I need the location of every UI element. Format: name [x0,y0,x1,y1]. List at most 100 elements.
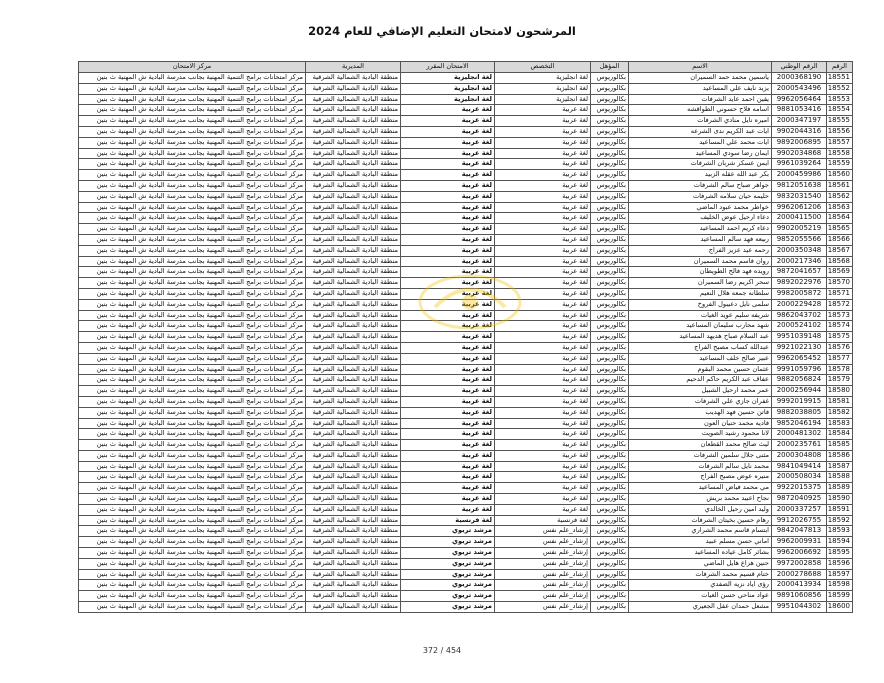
candidate-name-cell: حليمه حيان سلامه الشرفات [628,190,772,203]
exam-center-cell: مركز امتحانات برامج التنمية المهنية بجان… [78,212,306,225]
assigned-exam-cell: لغة انجليزية [400,72,495,84]
assigned-exam-cell: لغة عربية [400,320,495,333]
candidate-name-cell: ختام قسيم محمد الشرفات [628,568,772,581]
row-number-cell: 18591 [826,503,853,516]
qualification-cell: بكالوريوس [590,201,629,214]
candidate-name-cell: دعاء كريم احمد المساعيد [628,223,772,235]
assigned-exam-cell: لغة عربية [400,460,495,473]
qualification-cell: بكالوريوس [590,82,629,95]
assigned-exam-cell: لغة عربية [400,471,495,484]
table-row: 18565 9902005219 دعاء كريم احمد المساعيد بك… [78,223,853,235]
exam-center-cell: مركز امتحانات برامج التنمية المهنية بجان… [78,147,306,160]
qualification-cell: بكالوريوس [590,104,629,117]
exam-center-cell: مركز امتحانات برامج التنمية المهنية بجان… [78,352,306,365]
directorate-cell: منطقة البادية الشمالية الشرقية [305,331,401,343]
assigned-exam-cell: لغة عربية [400,244,495,257]
assigned-exam-cell: لغة عربية [400,417,495,430]
directorate-cell: منطقة البادية الشمالية الشرقية [305,352,401,365]
directorate-cell: منطقة البادية الشمالية الشرقية [305,169,401,181]
qualification-cell: بكالوريوس [590,115,629,127]
exam-center-cell: مركز امتحانات برامج التنمية المهنية بجان… [78,590,306,603]
specialization-cell: لغة عربية [494,352,591,365]
exam-center-cell: مركز امتحانات برامج التنمية المهنية بجان… [78,320,306,333]
qualification-cell: بكالوريوس [590,320,629,333]
qualification-cell: بكالوريوس [590,169,629,181]
qualification-cell: بكالوريوس [590,125,629,138]
directorate-cell: منطقة البادية الشمالية الشرقية [305,201,401,214]
specialization-cell: لغة عربية [494,374,591,387]
directorate-cell: منطقة البادية الشمالية الشرقية [305,244,401,257]
table-row: 18552 2000543496 يزيد نايف علي المساعيد بكا… [78,82,853,95]
candidate-name-cell: اميره نايل منادي الشرفات [628,115,772,127]
directorate-cell: منطقة البادية الشمالية الشرقية [305,547,401,559]
table-row: 18564 2000411500 دعاء ارحيل عوض الخليف بكال… [78,212,853,225]
candidate-name-cell: غفران جازي علي الشرفات [628,395,772,408]
candidates-table: الرقم الرقم الوطني الاسم المؤهل التخصص ا… [78,61,853,613]
exam-center-cell: مركز امتحانات برامج التنمية المهنية بجان… [78,72,306,84]
specialization-cell: لغة عربية [494,255,591,268]
specialization-cell: لغة فرنسية [494,514,591,527]
candidate-name-cell: سلمى نايل دعيبول الفروخ [628,298,772,311]
row-number-cell: 18581 [826,395,853,408]
exam-center-cell: مركز امتحانات برامج التنمية المهنية بجان… [78,233,306,246]
national-id-cell: 9982005872 [771,287,827,300]
qualification-cell: بكالوريوس [590,244,629,257]
assigned-exam-cell: لغة عربية [400,298,495,311]
specialization-cell: لغة عربية [494,158,591,171]
row-number-cell: 18568 [826,255,853,268]
national-id-cell: 2000411500 [771,212,827,225]
qualification-cell: بكالوريوس [590,352,629,365]
header-name: الاسم [628,61,772,73]
assigned-exam-cell: مرشد تربوي [400,547,495,559]
specialization-cell: لغة عربية [494,331,591,343]
table-row: 18568 2000217346 روان قاسم محمد السميران بك… [78,255,853,268]
directorate-cell: منطقة البادية الشمالية الشرقية [305,179,401,192]
specialization-cell: لغة عربية [494,439,591,451]
qualification-cell: بكالوريوس [590,190,629,203]
assigned-exam-cell: لغة انجليزية [400,82,495,95]
specialization-cell: لغة عربية [494,244,591,257]
table-row: 18582 9882038805 فاتن حسين فهد الهديب بكالو… [78,406,853,419]
specialization-cell: لغة عربية [494,449,591,462]
page-number: 372 / 454 [422,646,462,655]
exam-center-cell: مركز امتحانات برامج التنمية المهنية بجان… [78,158,306,171]
national-id-cell: 9842047813 [771,525,827,538]
qualification-cell: بكالوريوس [590,223,629,235]
national-id-cell: 9962056464 [771,93,827,106]
qualification-cell: بكالوريوس [590,179,629,192]
table-row: 18575 9951039148 عبد السلام صباح هديهد الم… [78,331,853,343]
exam-center-cell: مركز امتحانات برامج التنمية المهنية بجان… [78,363,306,376]
candidate-name-cell: ليث صالح محمد القطعان [628,439,772,451]
national-id-cell: 9881053416 [771,104,827,117]
candidate-name-cell: فاتن حسين فهد الهديب [628,406,772,419]
candidate-name-cell: مشعل حمدان عقل الجعيري [628,601,772,613]
qualification-cell: بكالوريوس [590,568,629,581]
assigned-exam-cell: لغة عربية [400,147,495,160]
row-number-cell: 18552 [826,82,853,95]
row-number-cell: 18553 [826,93,853,106]
directorate-cell: منطقة البادية الشمالية الشرقية [305,514,401,527]
specialization-cell: لغة عربية [494,125,591,138]
national-id-cell: 2000368190 [771,72,827,84]
specialization-cell: لغة عربية [494,309,591,322]
specialization-cell: لغة انجليزية [494,72,591,84]
assigned-exam-cell: لغة عربية [400,212,495,225]
qualification-cell: بكالوريوس [590,212,629,225]
directorate-cell: منطقة البادية الشمالية الشرقية [305,493,401,505]
row-number-cell: 18600 [826,601,853,613]
candidate-name-cell: عبير صالح خلف المساعيد [628,352,772,365]
assigned-exam-cell: لغة عربية [400,223,495,235]
assigned-exam-cell: لغة عربية [400,233,495,246]
assigned-exam-cell: لغة عربية [400,158,495,171]
exam-center-cell: مركز امتحانات برامج التنمية المهنية بجان… [78,568,306,581]
directorate-cell: منطقة البادية الشمالية الشرقية [305,158,401,171]
row-number-cell: 18576 [826,341,853,354]
candidate-name-cell: مثنى جلال سلمين الشرفات [628,449,772,462]
table-row: 18578 9991059796 عثمان حسين محمد البقوم بكا… [78,363,853,376]
table-row: 18587 9841049414 محمد نايل سالم الشرفات بكا… [78,460,853,473]
specialization-cell: إرشاد_علم نفس [494,568,591,581]
national-id-cell: 9922015375 [771,482,827,495]
candidate-name-cell: يقين احمد عايد الشرفات [628,93,772,106]
exam-center-cell: مركز امتحانات برامج التنمية المهنية بجان… [78,493,306,505]
row-number-cell: 18584 [826,428,853,441]
